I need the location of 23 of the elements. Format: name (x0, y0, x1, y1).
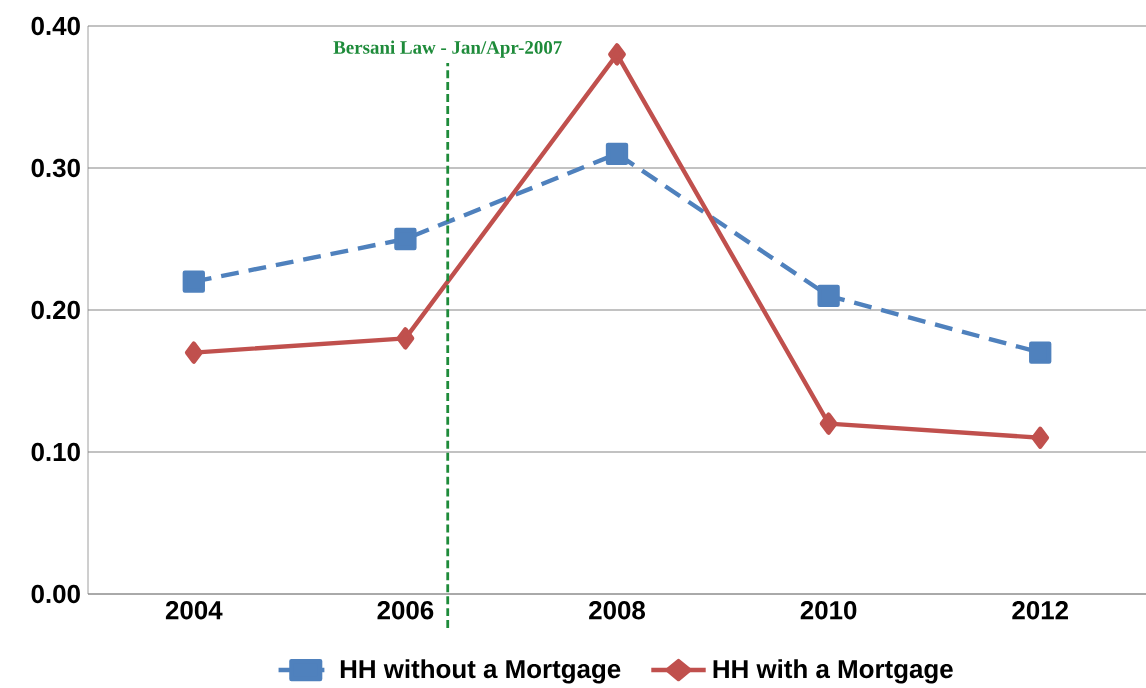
point (394, 227, 417, 251)
x-tick-label: 2008 (589, 601, 646, 620)
point (819, 412, 838, 435)
y-tick-label: 0.00 (31, 584, 80, 604)
y-tick-label: 0.20 (31, 300, 80, 320)
point (1031, 426, 1050, 449)
x-tick-label: 2012 (1012, 601, 1068, 620)
point (608, 43, 626, 66)
x-tick-label: 2010 (800, 601, 857, 620)
point (184, 341, 203, 364)
y-tick-label: 0.40 (31, 16, 80, 36)
y-tick-label: 0.30 (31, 158, 80, 178)
point (182, 270, 205, 293)
x-tick-label: 2006 (377, 601, 434, 620)
legend-label: HH with a Mortgage (713, 659, 953, 684)
point (396, 327, 415, 350)
legend-label: HH without a Mortgage (340, 659, 621, 684)
y-tick-label: 0.10 (31, 442, 80, 462)
point (605, 142, 629, 165)
x-tick-label: 2004 (165, 601, 223, 620)
point (1029, 341, 1052, 364)
point (817, 284, 840, 307)
ref-line-label: Bersani Law - Jan/Apr-2007 (333, 40, 562, 58)
